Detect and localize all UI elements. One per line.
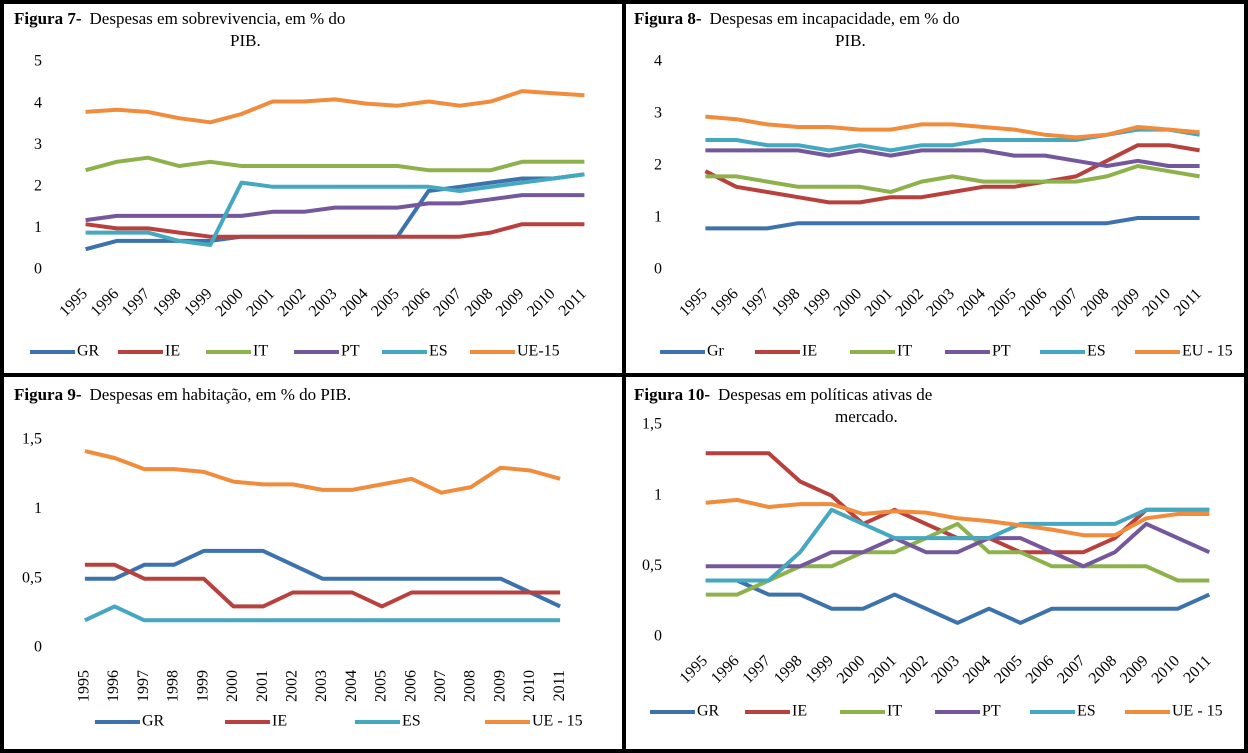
y-tick-label: 1 [34, 219, 42, 236]
legend-label: PT [982, 703, 1001, 720]
y-tick-label: 0 [34, 639, 42, 656]
x-tick-label: 1996 [105, 670, 122, 702]
y-tick-label: 0 [654, 261, 662, 278]
series-line [705, 507, 1210, 583]
legend-label: ES [1087, 343, 1106, 360]
x-tick-label: 2003 [313, 670, 330, 702]
x-tick-label: 2005 [373, 670, 390, 702]
y-tick-label: 2 [34, 177, 42, 194]
x-tick-label: 1998 [165, 670, 182, 702]
x-tick-label: 1997 [135, 670, 152, 702]
chart-title: Despesas em políticas ativas de [718, 385, 932, 404]
legend-label: IT [253, 343, 268, 360]
x-tick-label: 2008 [462, 670, 479, 702]
series-line [85, 155, 585, 173]
y-tick-label: 5 [34, 53, 42, 70]
chart-title: Despesas em habitação, em % do PIB. [90, 385, 352, 404]
y-tick-label: 0 [34, 261, 42, 278]
x-tick-label: 1995 [76, 670, 93, 702]
series-line [705, 114, 1200, 140]
legend-label: EU - 15 [1182, 343, 1233, 360]
x-tick-label: 2001 [254, 670, 271, 702]
legend-label: IE [272, 713, 287, 730]
chart-title: mercado. [835, 407, 898, 426]
legend-label: ES [402, 713, 421, 730]
y-tick-label: 1,5 [642, 416, 662, 433]
legend-label: IE [802, 343, 817, 360]
series-line [704, 143, 1200, 205]
chart-title: PIB. [835, 31, 866, 50]
figure-label: Figura 7- [14, 9, 82, 28]
series-line [705, 148, 1200, 168]
x-tick-label: 2002 [283, 670, 300, 702]
series-line [705, 216, 1200, 231]
y-tick-label: 2 [654, 157, 662, 174]
panel-border [622, 373, 1248, 753]
chart-title: Despesas em incapacidade, em % do [710, 9, 960, 28]
series-line [85, 222, 585, 239]
series-line [705, 497, 1210, 538]
series-line [84, 604, 561, 623]
legend-label: IE [165, 343, 180, 360]
legend-label: ES [1077, 703, 1096, 720]
series-line [85, 193, 585, 223]
x-tick-label: 1999 [194, 670, 211, 702]
legend-label: UE-15 [517, 343, 560, 360]
legend-label: IT [897, 343, 912, 360]
x-tick-label: 2010 [521, 670, 538, 702]
series-line [705, 164, 1200, 194]
series-line [705, 521, 1210, 597]
series-line [705, 578, 1211, 625]
series-line [705, 521, 1211, 569]
x-tick-label: 2011 [551, 670, 568, 701]
legend-label: UE - 15 [1172, 703, 1223, 720]
series-line [85, 172, 585, 247]
y-tick-label: 4 [34, 94, 42, 111]
y-tick-label: 3 [654, 105, 662, 122]
series-line [85, 89, 585, 125]
x-tick-label: 2007 [432, 670, 449, 702]
y-tick-label: 0 [654, 628, 662, 645]
legend-label: GR [697, 703, 720, 720]
x-tick-label: 2004 [343, 670, 360, 702]
legend-label: GR [142, 713, 165, 730]
legend-label: GR [77, 343, 100, 360]
legend-label: Gr [707, 343, 725, 360]
x-tick-label: 2009 [491, 670, 508, 702]
legend-label: IE [792, 703, 807, 720]
figure-label: Figura 8- [634, 9, 702, 28]
legend-label: PT [341, 343, 360, 360]
legend-label: PT [992, 343, 1011, 360]
legend-label: UE - 15 [532, 713, 583, 730]
y-tick-label: 1 [654, 209, 662, 226]
series-line [84, 449, 561, 495]
series-line [84, 562, 561, 609]
x-tick-label: 2006 [402, 670, 419, 702]
y-tick-label: 1,5 [22, 431, 42, 448]
y-tick-label: 1 [654, 486, 662, 503]
series-line [84, 548, 561, 609]
y-tick-label: 3 [34, 136, 42, 153]
x-tick-label: 2000 [224, 670, 241, 702]
chart-title: PIB. [230, 31, 261, 50]
figure-label: Figura 10- [634, 385, 710, 404]
legend-label: ES [429, 343, 448, 360]
figure-label: Figura 9- [14, 385, 82, 404]
chart-title: Despesas em sobrevivencia, em % do [90, 9, 346, 28]
y-tick-label: 0,5 [22, 569, 42, 586]
y-tick-label: 4 [654, 53, 662, 70]
y-tick-label: 0,5 [642, 557, 662, 574]
legend-label: IT [887, 703, 902, 720]
y-tick-label: 1 [34, 500, 42, 517]
